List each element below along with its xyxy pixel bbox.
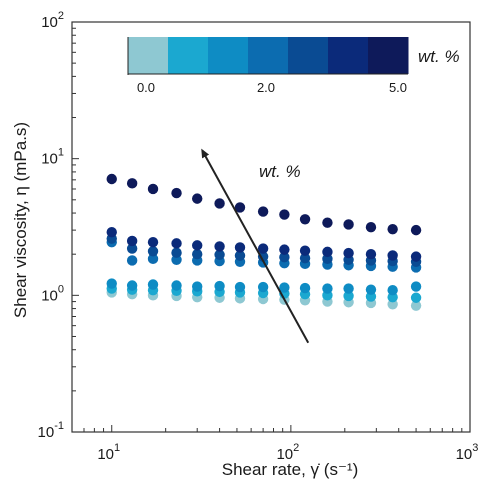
data-point (257, 251, 269, 262)
data-point (171, 238, 182, 249)
data-point (171, 280, 182, 291)
data-point (147, 279, 159, 290)
data-point (365, 248, 377, 260)
colorbar-title: wt. % (418, 47, 460, 66)
colorbar-segment (208, 37, 249, 74)
data-point (257, 281, 269, 293)
data-point (322, 283, 333, 294)
data-point (171, 247, 182, 258)
series-2 (106, 278, 422, 296)
data-point (322, 217, 333, 228)
colorbar-segment (168, 37, 209, 74)
series-5 (106, 226, 422, 262)
plot-frame (71, 21, 471, 433)
series-6 (106, 173, 422, 236)
data-point (126, 255, 138, 266)
data-point (410, 292, 422, 303)
data-point (343, 283, 354, 294)
colorbar-segment (328, 37, 369, 74)
data-point (192, 193, 203, 204)
data-point (214, 280, 225, 292)
data-point (365, 222, 377, 233)
data-point (410, 281, 422, 292)
data-point (234, 250, 246, 261)
data-point (387, 250, 398, 261)
y-tick-label: 102 (41, 10, 64, 31)
data-point (387, 223, 398, 235)
data-point (106, 173, 117, 185)
colorbar-tick-label: 5.0 (389, 80, 407, 95)
data-point (126, 178, 138, 189)
data-point (192, 248, 203, 260)
data-point (410, 300, 422, 311)
data-point (410, 224, 422, 236)
data-point (106, 278, 117, 289)
data-point (126, 280, 138, 291)
data-point (299, 214, 311, 225)
data-point (234, 281, 246, 293)
data-point (214, 198, 225, 209)
colorbar-tick-label: 0.0 (137, 80, 155, 95)
x-tick-label: 103 (456, 442, 479, 463)
data-point (322, 246, 333, 258)
data-point (147, 236, 159, 248)
data-point (279, 252, 290, 263)
data-point (279, 209, 290, 220)
colorbar-segment (128, 37, 169, 74)
x-tick-label: 101 (97, 442, 120, 463)
data-point (343, 219, 354, 230)
y-tick-label: 10-1 (38, 420, 64, 441)
data-point (343, 290, 354, 302)
y-tick-label: 100 (41, 283, 64, 304)
data-point (365, 284, 377, 295)
data-point (257, 206, 269, 217)
colorbar-segment (288, 37, 329, 74)
data-point (214, 249, 225, 260)
colorbar-segment (248, 37, 289, 74)
data-point (106, 226, 117, 238)
colorbar-tick-label: 2.0 (257, 80, 275, 95)
data-point (387, 285, 398, 296)
data-point (299, 252, 311, 264)
x-axis-label: Shear rate, γ̇ (s⁻¹) (222, 460, 359, 479)
y-axis-label: Shear viscosity, η (mPa.s) (11, 122, 30, 318)
annotation-arrow (201, 148, 310, 344)
data-point (299, 245, 311, 256)
data-point (279, 282, 290, 293)
data-point (147, 246, 159, 257)
data-point (147, 183, 159, 195)
data-point (234, 242, 246, 253)
data-point (299, 282, 311, 294)
data-point (343, 247, 354, 259)
data-point (126, 243, 138, 254)
colorbar-segment (368, 37, 409, 74)
data-point (387, 299, 398, 310)
data-point (214, 241, 225, 252)
data-point (257, 243, 269, 254)
data-point (279, 244, 290, 255)
data-point (192, 240, 203, 251)
data-point (147, 253, 159, 265)
y-tick-label: 101 (41, 147, 64, 168)
data-point (410, 251, 422, 262)
data-point (234, 202, 246, 213)
data-point (192, 281, 203, 292)
annotation-label: wt. % (259, 162, 301, 181)
data-point (171, 187, 182, 199)
data-point (126, 235, 138, 247)
